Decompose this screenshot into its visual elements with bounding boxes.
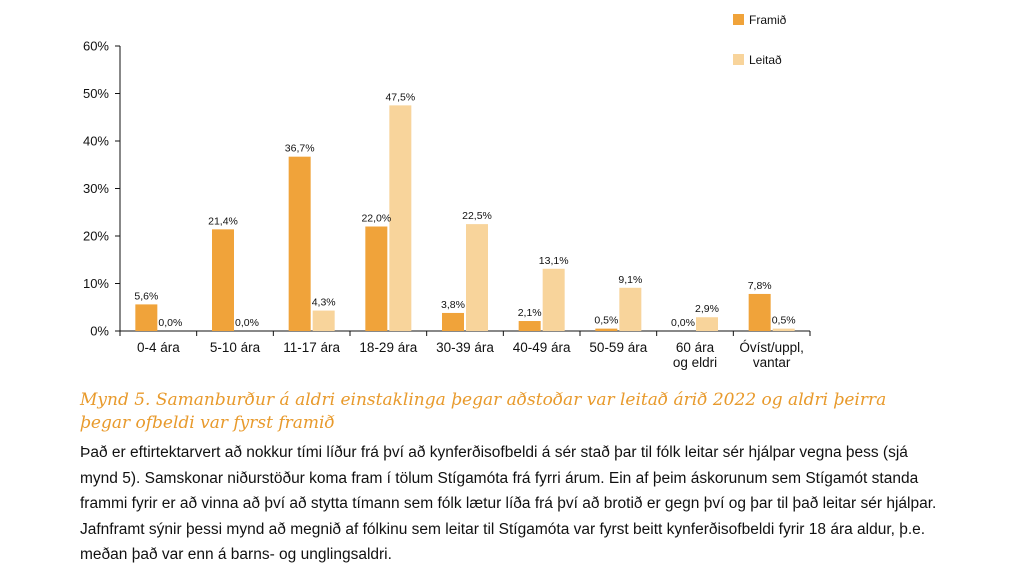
y-tick-label: 20% [83, 229, 109, 244]
body-line: Það er eftirtektarvert að nokkur tími lí… [80, 444, 908, 461]
legend-swatch [733, 14, 744, 25]
age-comparison-chart: 0% 10% 20% 30% 40% 50% 60% 5,6% 0,0% 21,4% 0,0% 36… [83, 13, 811, 370]
bar-label-framid: 2,1% [518, 307, 542, 319]
bar-framid [442, 312, 464, 331]
x-tick-label-line: Óvíst/uppl, [739, 340, 804, 355]
x-tick-label: 30-39 ára [436, 340, 494, 355]
bar-label-framid: 3,8% [441, 299, 465, 311]
x-axis [119, 330, 811, 336]
bar-label-framid: 22,0% [361, 213, 391, 225]
x-tick-label: 11-17 ára [283, 340, 340, 355]
bar-label-framid: 36,7% [285, 143, 315, 155]
bar-framid [748, 293, 771, 331]
body-line: Jafnframt sýnir þessi mynd að megnið af … [80, 520, 926, 538]
bar-framid [135, 304, 158, 331]
bar-leitad [619, 287, 642, 331]
figure-caption: Mynd 5. Samanburður á aldri einstaklinga… [80, 390, 887, 433]
bar-label-framid: 0,0% [671, 317, 695, 329]
legend-swatch [733, 54, 744, 65]
x-tick-label: 50-59 ára [589, 340, 647, 355]
x-tick-label-line: 18-29 ára [359, 340, 417, 355]
legend-label: Framið [749, 13, 787, 27]
y-tick-label: 60% [83, 39, 109, 54]
x-tick-label-line: 11-17 ára [283, 340, 340, 355]
x-tick-label-line: 60 ára [676, 340, 715, 355]
bar-label-leitad: 0,0% [235, 317, 259, 329]
body-line: meðan það var enn á barns- og unglingsal… [80, 546, 392, 563]
x-tick-label: Óvíst/uppl, vantar [739, 340, 804, 370]
bar-label-leitad: 22,5% [462, 210, 492, 222]
legend: Framið Leitað [733, 13, 787, 67]
body-line: mynd 5). Samskonar niðurstöður koma fram… [80, 469, 919, 487]
y-tick-label: 40% [83, 134, 109, 149]
bar-label-leitad: 0,0% [158, 317, 182, 329]
bar-leitad [389, 105, 412, 331]
bars-group [135, 105, 795, 331]
x-tick-labels-group: 0-4 ára 5-10 ára 11-17 ára 18-29 ára 30-39 á… [137, 340, 804, 370]
bar-label-leitad: 13,1% [539, 255, 569, 267]
y-tick-label: 50% [83, 86, 109, 101]
x-tick-label: 0-4 ára [137, 340, 180, 355]
bar-label-framid: 21,4% [208, 215, 238, 227]
x-tick-label-line: 0-4 ára [137, 340, 180, 355]
bar-framid [288, 156, 311, 331]
x-tick-label-line: og eldri [673, 355, 717, 370]
x-tick-label: 40-49 ára [513, 340, 571, 355]
bar-labels-group: 5,6% 0,0% 21,4% 0,0% 36,7% 4,3% 22,0% 47,5% 3,8%… [134, 91, 795, 329]
body-line: frammi fyrir er að vinna að því að stytt… [80, 495, 937, 512]
x-tick-label: 5-10 ára [210, 340, 261, 355]
x-tick-label-line: 40-49 ára [513, 340, 571, 355]
y-axis: 0% 10% 20% 30% 40% 50% 60% [83, 39, 121, 339]
x-tick-label-line: 50-59 ára [589, 340, 647, 355]
y-tick-label: 0% [90, 324, 109, 339]
bar-label-leitad: 9,1% [618, 274, 642, 286]
x-tick-label: 18-29 ára [359, 340, 417, 355]
bar-framid [518, 321, 541, 331]
bar-label-leitad: 0,5% [772, 315, 796, 327]
y-tick-label: 10% [83, 276, 109, 291]
x-tick-label-line: vantar [753, 355, 791, 370]
x-tick-label-line: 5-10 ára [210, 340, 261, 355]
bar-leitad [772, 328, 795, 331]
bar-label-framid: 0,5% [594, 315, 618, 327]
bar-label-leitad: 47,5% [385, 91, 415, 103]
bar-label-leitad: 2,9% [695, 303, 719, 315]
bar-leitad [312, 310, 335, 331]
bar-leitad [696, 317, 718, 331]
bar-label-framid: 7,8% [748, 280, 772, 292]
bar-label-leitad: 4,3% [312, 297, 336, 309]
y-tick-label: 30% [83, 181, 109, 196]
bar-framid [365, 226, 388, 331]
bar-leitad [466, 224, 488, 331]
x-tick-label: 60 ára og eldri [673, 340, 717, 370]
bar-leitad [542, 268, 565, 331]
legend-label: Leitað [749, 53, 782, 67]
bar-framid [212, 229, 234, 331]
body-paragraph: Það er eftirtektarvert að nokkur tími lí… [80, 440, 960, 568]
x-tick-label-line: 30-39 ára [436, 340, 494, 355]
bar-label-framid: 5,6% [134, 290, 158, 302]
bar-framid [595, 328, 618, 331]
